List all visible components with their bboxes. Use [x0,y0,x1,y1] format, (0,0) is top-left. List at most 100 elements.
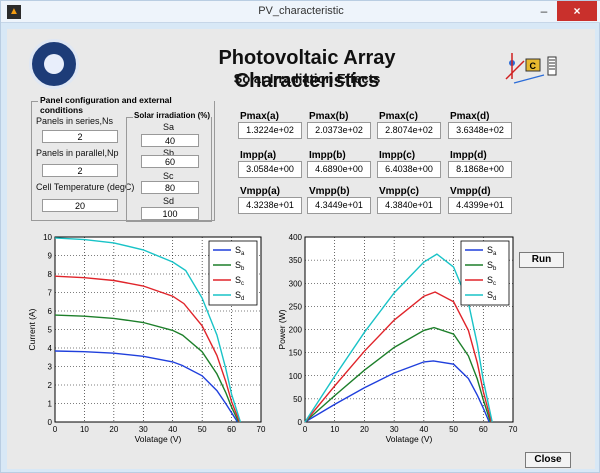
y-tick-label: 3 [48,363,53,372]
x-tick-label: 10 [330,425,339,434]
impp_b-label: Impp(b) [309,150,346,161]
legend-entry: Sd [235,290,244,302]
series-label: Panels in series,Ns [36,116,114,126]
y-tick-label: 300 [289,279,303,288]
legend-entry: Sb [487,260,497,272]
x-tick-label: 40 [168,425,177,434]
pmax_d-value: 3.6348e+02 [448,122,512,139]
legend-entry: Sb [235,260,245,272]
sd-label: Sd [163,196,175,206]
vmpp_d-value: 4.4399e+01 [448,197,512,214]
y-axis-label: Current (A) [27,308,37,350]
legend-subscript: a [241,251,245,257]
legend-box [460,240,510,306]
sb-label: Sb [163,148,175,158]
x-tick-label: 40 [419,425,428,434]
close-window-button[interactable]: × [557,1,597,21]
vmpp_d-label: Vmpp(d) [450,186,491,197]
pmax_c-value: 2.8074e+02 [377,122,441,139]
vmpp_c-label: Vmpp(c) [379,186,419,197]
y-axis-label: Power (W) [277,309,287,349]
legend-subscript: b [493,266,497,272]
x-tick-label: 20 [109,425,118,434]
series-line-sb [54,314,240,423]
legend-subscript: c [493,281,496,287]
x-tick-label: 60 [227,425,236,434]
title-bar: ▲ PV_characteristic – × [1,1,600,23]
y-tick-label: 400 [289,233,303,242]
y-tick-label: 6 [48,307,53,316]
impp_d-label: Impp(d) [450,150,487,161]
legend-subscript: d [241,296,244,302]
vmpp_b-label: Vmpp(b) [309,186,350,197]
sc-input[interactable]: 80 [141,181,199,194]
matlab-icon: ▲ [7,5,21,19]
impp_d-value: 8.1868e+00 [448,161,512,178]
x-tick-label: 10 [80,425,89,434]
x-tick-label: 70 [257,425,266,434]
pmax_b-value: 2.0373e+02 [307,122,371,139]
legend-entry: Sc [487,275,496,287]
y-tick-label: 0 [298,418,303,427]
y-tick-label: 8 [48,270,53,279]
close-button[interactable]: Close [525,452,571,468]
series-line-sd [54,237,242,423]
sc-label: Sc [163,171,174,181]
pmax_d-label: Pmax(d) [450,111,490,122]
iv-chart: 0 10 20 30 40 50 60 70 0 1 2 3 4 5 6 7 8 9 10 Volatage (V) C… [27,233,266,444]
vmpp_c-value: 4.3840e+01 [377,197,441,214]
series-line-sa [304,360,490,423]
minimize-button[interactable]: – [540,4,548,18]
vmpp_a-label: Vmpp(a) [240,186,280,197]
series-line-sc [54,275,241,423]
legend-entry: Sa [487,245,497,257]
series-input[interactable]: 2 [42,130,118,143]
run-button[interactable]: Run [519,252,564,268]
x-axis-label: Volatage (V) [386,434,433,444]
sb-input[interactable]: 60 [141,155,199,168]
irradiation-panel: Solar irradiation (%) Sa 40 Sb 60 Sc 80 … [126,111,212,222]
pv-chart: 0 10 20 30 40 50 60 70 0 50 100 150 200 250 300 350 400 V… [277,233,518,444]
y-tick-label: 250 [289,302,303,311]
parallel-input[interactable]: 2 [42,164,118,177]
circuit-logo: C [505,53,557,84]
pmax_c-label: Pmax(c) [379,111,418,122]
y-tick-label: 7 [48,289,53,298]
impp_c-label: Impp(c) [379,150,416,161]
y-tick-label: 5 [48,326,53,335]
svg-text:C: C [530,61,537,71]
config-panel: Panel configuration and external conditi… [31,95,215,222]
x-axis-label: Volatage (V) [135,434,182,444]
pmax_a-label: Pmax(a) [240,111,279,122]
x-tick-label: 50 [198,425,207,434]
legend-subscript: a [493,251,497,257]
x-tick-label: 30 [390,425,399,434]
pmax_b-label: Pmax(b) [309,111,349,122]
pmax_a-value: 1.3224e+02 [238,122,302,139]
y-tick-label: 1 [48,400,53,409]
logo-emblem [44,54,64,74]
y-tick-label: 9 [48,252,53,261]
university-logo [29,39,79,89]
legend-entry: Sc [235,275,244,287]
series-line-sa [54,350,239,423]
sa-input[interactable]: 40 [141,134,199,147]
sd-input[interactable]: 100 [141,207,199,220]
window-title: PV_characteristic [258,5,344,17]
vmpp_a-value: 4.3238e+01 [238,197,302,214]
series-line-sb [304,326,492,423]
y-tick-label: 50 [293,395,302,404]
impp_b-value: 4.6890e+00 [307,161,371,178]
x-tick-label: 60 [479,425,488,434]
x-tick-label: 0 [303,425,308,434]
y-tick-label: 150 [289,349,303,358]
legend-subscript: c [241,281,244,287]
x-tick-label: 70 [509,425,518,434]
y-tick-label: 0 [48,418,53,427]
page-subtitle: Solar Irradiation Effects [233,71,381,86]
x-tick-label: 20 [360,425,369,434]
temperature-input[interactable]: 20 [42,199,118,212]
y-tick-label: 100 [289,372,303,381]
y-tick-label: 350 [289,256,303,265]
y-tick-label: 4 [48,344,53,353]
